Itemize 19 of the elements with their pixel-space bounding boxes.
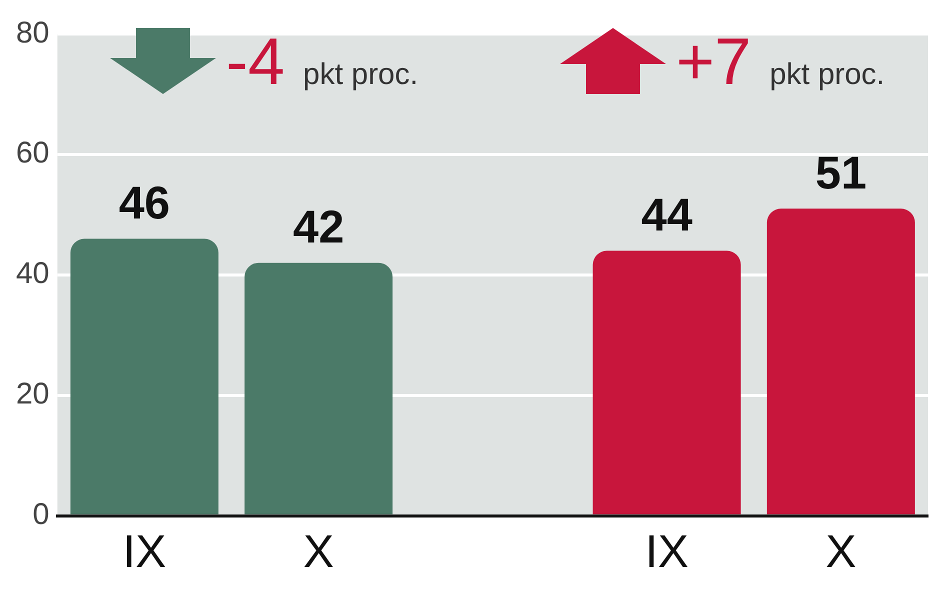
bar: [592, 250, 741, 514]
bar: [70, 238, 218, 514]
data-label: 42: [292, 200, 344, 253]
data-label: 44: [641, 188, 693, 240]
data-label: 51: [815, 146, 867, 198]
x-tick-label: X: [826, 525, 856, 578]
y-tick-label: 20: [16, 378, 50, 411]
y-tick-label: 80: [16, 16, 50, 50]
bar: [244, 262, 393, 514]
y-tick-label: 40: [16, 257, 50, 290]
bar: [766, 208, 915, 514]
x-tick-label: IX: [122, 525, 166, 578]
x-tick-label: X: [303, 525, 334, 578]
y-tick-label: 60: [16, 136, 50, 170]
annotation: -4 pkt proc.: [226, 24, 418, 98]
x-tick-label: IX: [645, 525, 689, 578]
y-tick-label: 0: [32, 498, 50, 532]
data-label: 46: [118, 176, 170, 228]
annotation: +7 pkt proc.: [676, 24, 885, 98]
